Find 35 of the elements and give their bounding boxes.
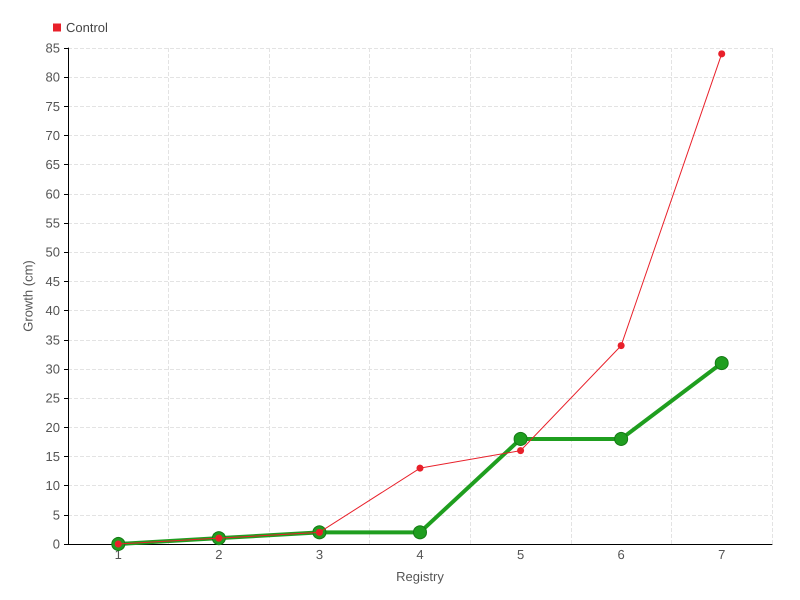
x-tick-label: 5 <box>516 547 524 562</box>
point <box>514 432 528 446</box>
y-axis-title: Growth (cm) <box>20 260 36 332</box>
y-tick-label: 20 <box>46 420 60 435</box>
point <box>517 447 524 454</box>
point <box>413 525 427 540</box>
y-tick-label: 55 <box>46 216 60 231</box>
y-tick-label: 85 <box>46 40 60 56</box>
y-tick-label: 40 <box>46 303 60 318</box>
y-tick-label: 45 <box>46 274 60 289</box>
point <box>614 432 628 446</box>
y-tick-label: 50 <box>46 244 60 260</box>
y-tick-label: 35 <box>46 332 60 348</box>
x-tick-label: 3 <box>316 547 324 562</box>
point <box>714 356 729 370</box>
y-tick-label: 80 <box>46 70 60 85</box>
y-tick-label: 75 <box>46 98 60 114</box>
x-tick-label: 7 <box>718 547 726 562</box>
x-tick-label: 2 <box>215 547 222 562</box>
y-tick-label: 70 <box>46 128 60 144</box>
y-tick-label: 65 <box>46 157 60 172</box>
legend-label: Control <box>66 20 108 35</box>
x-tick-label: 4 <box>416 547 424 562</box>
point <box>618 342 625 350</box>
y-tick-label: 15 <box>46 448 60 464</box>
x-tick-label: 6 <box>618 547 625 562</box>
y-tick-label: 30 <box>46 361 60 376</box>
y-tick-label: 5 <box>52 507 60 522</box>
y-tick-label: 60 <box>46 186 60 202</box>
point <box>416 464 424 472</box>
x-axis-title: Registry <box>396 569 444 584</box>
point <box>718 50 726 58</box>
y-tick-label: 25 <box>46 390 60 406</box>
y-tick-label: 0 <box>52 536 60 552</box>
y-tick-label: 10 <box>46 478 60 494</box>
